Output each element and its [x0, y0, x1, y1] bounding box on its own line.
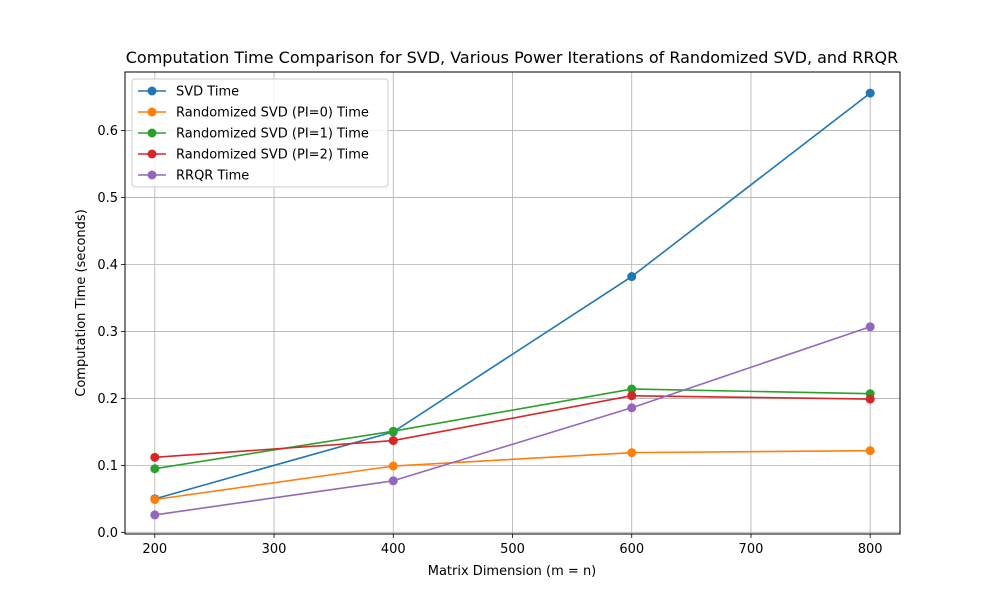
- legend-item: Randomized SVD (PI=0) Time: [138, 106, 369, 121]
- y-tick-label: 0.2: [97, 392, 118, 407]
- legend-marker: [147, 170, 157, 180]
- data-point: [627, 448, 637, 458]
- y-tick-label: 0.6: [97, 124, 118, 139]
- data-point: [388, 461, 398, 471]
- series-group: [150, 391, 875, 462]
- data-point: [627, 272, 637, 282]
- x-tick-label: 200: [142, 542, 167, 557]
- data-point: [388, 436, 398, 446]
- x-tick-label: 600: [619, 542, 644, 557]
- y-axis-ticks: 0.0 0.1 0.2 0.3 0.4 0.5 0.6: [97, 124, 125, 541]
- data-point: [627, 391, 637, 401]
- legend-label: SVD Time: [176, 85, 239, 100]
- data-point: [388, 476, 398, 486]
- legend-marker: [147, 86, 157, 96]
- y-tick-label: 0.4: [97, 258, 118, 273]
- legend-item: RRQR Time: [138, 169, 249, 184]
- legend-label: Randomized SVD (PI=1) Time: [176, 127, 369, 142]
- legend: SVD Time Randomized SVD (PI=0) Time Random…: [131, 78, 389, 188]
- series-line: [154, 449, 871, 501]
- y-tick-label: 0.0: [97, 526, 118, 541]
- data-point: [150, 464, 160, 474]
- legend-marker: [147, 107, 157, 117]
- data-point: [865, 88, 875, 98]
- y-tick-label: 0.1: [97, 459, 118, 474]
- series-group: [150, 446, 875, 505]
- series-layer: [150, 88, 875, 520]
- data-point: [865, 394, 875, 404]
- series-line: [154, 92, 871, 500]
- legend-box: [131, 78, 389, 188]
- legend-label: RRQR Time: [176, 169, 249, 184]
- data-point: [150, 452, 160, 462]
- data-point: [150, 495, 160, 505]
- x-tick-label: 700: [739, 542, 764, 557]
- legend-item: SVD Time: [138, 85, 239, 100]
- chart-title: Computation Time Comparison for SVD, Var…: [126, 48, 899, 67]
- x-axis-ticks: 200 300 400 500 600 700 800: [142, 534, 883, 557]
- x-axis-label: Matrix Dimension (m = n): [428, 564, 597, 579]
- data-point: [865, 446, 875, 456]
- data-point: [627, 403, 637, 413]
- x-tick-label: 300: [262, 542, 287, 557]
- series-line: [154, 394, 871, 459]
- y-tick-label: 0.3: [97, 325, 118, 340]
- series-group: [150, 322, 875, 520]
- y-tick-label: 0.5: [97, 191, 118, 206]
- y-axis-label: Computation Time (seconds): [74, 209, 89, 397]
- legend-item: Randomized SVD (PI=2) Time: [138, 148, 369, 163]
- legend-item: Randomized SVD (PI=1) Time: [138, 127, 369, 142]
- legend-marker: [147, 128, 157, 138]
- series-line: [154, 326, 871, 516]
- legend-marker: [147, 149, 157, 159]
- data-point: [150, 510, 160, 520]
- data-point: [627, 384, 637, 394]
- x-tick-label: 500: [500, 542, 525, 557]
- x-tick-label: 800: [858, 542, 883, 557]
- legend-label: Randomized SVD (PI=2) Time: [176, 148, 369, 163]
- data-point: [388, 426, 398, 436]
- data-point: [865, 322, 875, 332]
- series-line: [154, 388, 871, 470]
- legend-label: Randomized SVD (PI=0) Time: [176, 106, 369, 121]
- x-tick-label: 400: [381, 542, 406, 557]
